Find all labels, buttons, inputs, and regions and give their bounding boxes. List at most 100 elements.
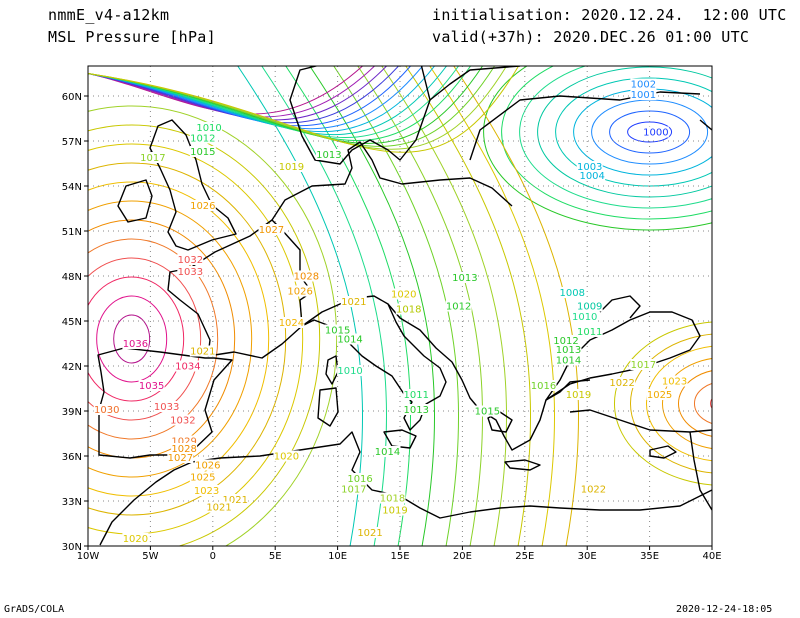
isobar-label-bg xyxy=(642,126,669,138)
isobar-label: 1023 xyxy=(194,486,219,497)
isobar-labels: 1000100110021003100410101012101510171019… xyxy=(93,78,688,545)
isobar-label-bg xyxy=(278,161,305,172)
isobar-label: 1022 xyxy=(609,378,634,389)
isobar-label: 1014 xyxy=(337,335,362,346)
isobar-label: 1015 xyxy=(325,326,350,337)
isobar-label-bg xyxy=(189,146,216,157)
isobar-label: 1022 xyxy=(581,485,606,496)
isobar-label: 1033 xyxy=(178,267,203,278)
isobar-label-bg xyxy=(374,446,401,457)
isobar-label: 1013 xyxy=(316,150,341,161)
lat-tick-label: 33N xyxy=(62,497,82,508)
isobar-label: 1004 xyxy=(579,171,604,182)
lat-tick-label: 60N xyxy=(62,92,82,103)
isobar-label-bg xyxy=(382,504,409,516)
isobar-label-bg xyxy=(576,326,603,337)
isobar-label-bg xyxy=(258,224,285,235)
lon-tick-label: 40E xyxy=(702,551,721,562)
lat-tick-label: 39N xyxy=(62,407,82,418)
isobar-label-bg xyxy=(177,266,204,277)
isobar-label: 1034 xyxy=(175,362,200,373)
isobar-label-bg xyxy=(171,435,198,447)
isobar-label-bg xyxy=(171,443,198,454)
isobar-label: 1013 xyxy=(452,273,477,284)
isobar-label-bg xyxy=(273,450,300,462)
isobar-label: 1021 xyxy=(223,495,248,506)
valid-time: valid(+37h): 2020.DEC.26 01:00 UTC xyxy=(432,28,750,46)
isobar-label-bg xyxy=(340,483,367,495)
isobar-label-bg xyxy=(138,380,165,391)
isobar-label: 1016 xyxy=(347,474,372,485)
lon-tick-label: 5E xyxy=(269,551,282,562)
isobar-label: 1016 xyxy=(531,381,556,392)
render-timestamp: 2020-12-24-18:05 xyxy=(676,604,773,615)
isobar-label: 1027 xyxy=(259,225,284,236)
axis-ticks: 10W 5W 0 5E 10E 15E 20E 25E 30E 35E 40E 30N 33N 36N 39… xyxy=(62,92,722,562)
isobar-label: 1025 xyxy=(190,473,215,484)
isobar-label-bg xyxy=(630,359,657,370)
isobar-label: 1010 xyxy=(337,366,362,377)
isobar-label-bg xyxy=(122,338,149,349)
isobar-label-bg xyxy=(122,533,149,544)
isobar-label: 1029 xyxy=(171,437,196,448)
isobar-label: 1027 xyxy=(168,453,193,464)
isobar-label-bg xyxy=(379,492,406,504)
isobar-label-bg xyxy=(403,389,430,400)
isobar-label: 1013 xyxy=(556,345,581,356)
isobar-label: 1013 xyxy=(403,405,428,416)
field-name: MSL Pressure [hPa] xyxy=(48,28,216,46)
isobar-label: 1020 xyxy=(123,534,148,545)
isobar-label-bg xyxy=(565,389,592,400)
isobar-label: 1014 xyxy=(556,356,581,367)
initialisation-time: initialisation: 2020.12.24. 12:00 UTC xyxy=(432,6,787,24)
lat-tick-label: 42N xyxy=(62,362,82,373)
isobar-label: 1021 xyxy=(357,528,382,539)
isobar-label: 1021 xyxy=(190,347,215,358)
isobar-label: 1000 xyxy=(643,128,668,139)
isobar-label-bg xyxy=(189,471,216,483)
isobar-label-bg xyxy=(153,401,180,412)
isobar-label-bg xyxy=(194,459,221,471)
isobar-label: 1024 xyxy=(279,318,304,329)
model-name: nmmE_v4-a12km xyxy=(48,6,170,24)
isobar-label: 1003 xyxy=(577,162,602,173)
isobar-label: 1001 xyxy=(631,90,656,101)
isobar-label: 1012 xyxy=(190,134,215,145)
isobar-label: 1012 xyxy=(553,336,578,347)
isobar-label: 1017 xyxy=(140,153,165,164)
isobar-label-bg xyxy=(340,296,367,307)
isobar-label-bg xyxy=(579,170,606,181)
isobar-label: 1018 xyxy=(396,305,421,316)
lon-tick-label: 0 xyxy=(210,551,216,562)
lon-tick-label: 5W xyxy=(142,551,158,562)
isobar-label-bg xyxy=(177,254,204,265)
isobar-label-bg xyxy=(324,324,351,336)
isobar-label: 1015 xyxy=(190,147,215,158)
isobar-label: 1014 xyxy=(375,447,400,458)
lat-tick-label: 57N xyxy=(62,137,82,148)
isobar-label: 1021 xyxy=(206,503,231,514)
isobar-label-bg xyxy=(174,360,201,372)
lon-tick-label: 10E xyxy=(328,551,347,562)
isobar-label: 1025 xyxy=(647,390,672,401)
lat-tick-label: 36N xyxy=(62,452,82,463)
isobar-label-bg xyxy=(189,345,216,357)
isobar-label-bg xyxy=(403,404,430,415)
isobar-label-bg xyxy=(559,287,586,298)
isobar-label: 1018 xyxy=(380,494,405,505)
isobar-label-bg xyxy=(293,270,320,282)
lon-tick-label: 15E xyxy=(390,551,409,562)
isobar-label-bg xyxy=(169,414,196,426)
isobar-label-bg xyxy=(139,152,166,163)
isobar-label: 1026 xyxy=(287,287,312,298)
isobar-label: 1020 xyxy=(391,290,416,301)
software-credit: GrADS/COLA xyxy=(4,604,65,615)
isobar-label-bg xyxy=(287,285,314,297)
isobar-label-bg xyxy=(576,300,603,312)
isobar-label: 1036 xyxy=(123,339,148,350)
isobar-label-bg xyxy=(222,494,249,505)
isobar-label: 1010 xyxy=(196,123,221,134)
isobar-label-bg xyxy=(206,501,233,513)
isobar-label-bg xyxy=(630,89,657,100)
isobar-label-bg xyxy=(576,161,603,172)
